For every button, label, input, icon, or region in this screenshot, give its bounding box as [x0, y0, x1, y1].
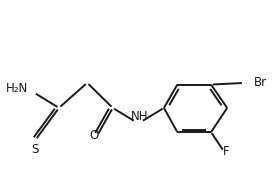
- Text: NH: NH: [131, 110, 148, 123]
- Text: F: F: [222, 145, 229, 158]
- Text: H₂N: H₂N: [6, 82, 28, 95]
- Text: O: O: [90, 129, 99, 142]
- Text: S: S: [31, 143, 39, 156]
- Text: Br: Br: [254, 76, 267, 89]
